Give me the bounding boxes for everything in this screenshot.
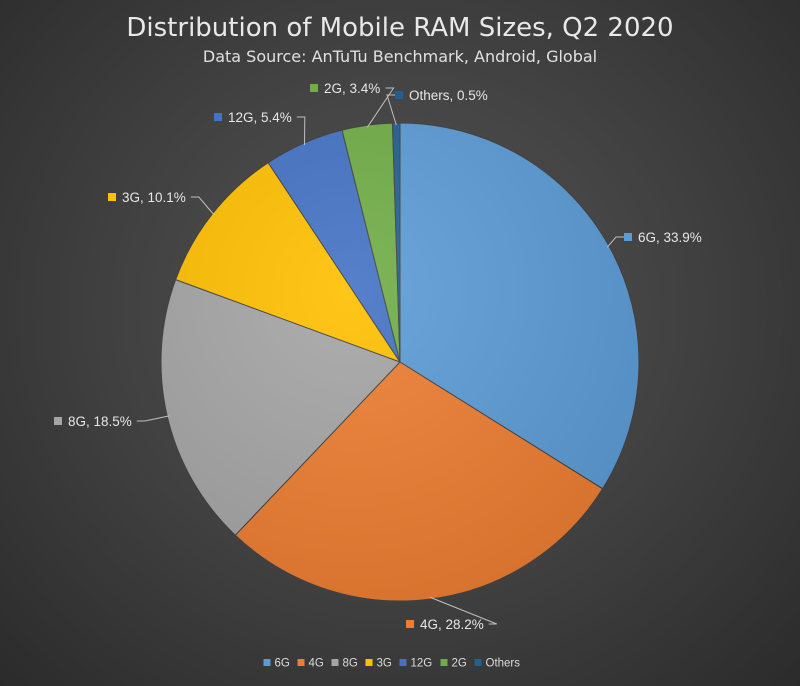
legend-swatch-3g bbox=[365, 659, 373, 666]
leader-line-2g bbox=[366, 87, 395, 128]
legend-label-12g: 12G bbox=[411, 658, 433, 670]
leader-line-others bbox=[386, 94, 397, 126]
chart-subtitle: Data Source: AnTuTu Benchmark, Android, … bbox=[203, 47, 597, 66]
legend-label-2g: 2G bbox=[452, 658, 467, 670]
data-label-others: Others, 0.5% bbox=[409, 88, 488, 103]
legend-label-4g: 4G bbox=[309, 658, 324, 670]
leader-line-6g bbox=[606, 236, 624, 248]
legend-swatch-2g bbox=[440, 659, 448, 666]
data-label-2g: 2G, 3.4% bbox=[324, 81, 380, 96]
data-label-marker-2g bbox=[310, 84, 318, 92]
legend-swatch-others bbox=[474, 659, 482, 666]
data-label-6g: 6G, 33.9% bbox=[638, 230, 702, 245]
legend-label-6g: 6G bbox=[275, 658, 290, 670]
leader-lines bbox=[136, 87, 624, 625]
leader-line-3g bbox=[190, 196, 215, 216]
chart-title: Distribution of Mobile RAM Sizes, Q2 202… bbox=[126, 13, 673, 43]
data-label-marker-others bbox=[395, 91, 403, 99]
data-label-marker-3g bbox=[108, 193, 116, 201]
data-label-marker-6g bbox=[624, 233, 632, 241]
data-label-4g: 4G, 28.2% bbox=[420, 617, 484, 632]
leader-line-12g bbox=[296, 116, 306, 146]
leader-line-4g bbox=[429, 596, 497, 625]
data-label-12g: 12G, 5.4% bbox=[228, 110, 292, 125]
legend-swatch-12g bbox=[399, 659, 407, 666]
data-label-marker-12g bbox=[214, 113, 222, 121]
data-label-8g: 8G, 18.5% bbox=[68, 414, 132, 429]
legend-label-8g: 8G bbox=[343, 658, 358, 670]
legend-swatch-6g bbox=[263, 659, 271, 666]
data-label-marker-8g bbox=[54, 417, 62, 425]
legend-label-others: Others bbox=[486, 658, 521, 670]
leader-line-8g bbox=[136, 415, 170, 422]
legend-swatch-4g bbox=[297, 659, 305, 666]
chart-legend: 6G 4G 8G 3G 12G 2G Others bbox=[263, 658, 521, 670]
data-labels: 6G, 33.9% 4G, 28.2% 8G, 18.5% 3G, 10.1% 12G,… bbox=[54, 81, 702, 632]
legend-label-3g: 3G bbox=[377, 658, 392, 670]
data-label-marker-4g bbox=[406, 620, 414, 628]
pie-slices bbox=[160, 122, 640, 602]
legend-swatch-8g bbox=[331, 659, 339, 666]
data-label-3g: 3G, 10.1% bbox=[122, 190, 186, 205]
